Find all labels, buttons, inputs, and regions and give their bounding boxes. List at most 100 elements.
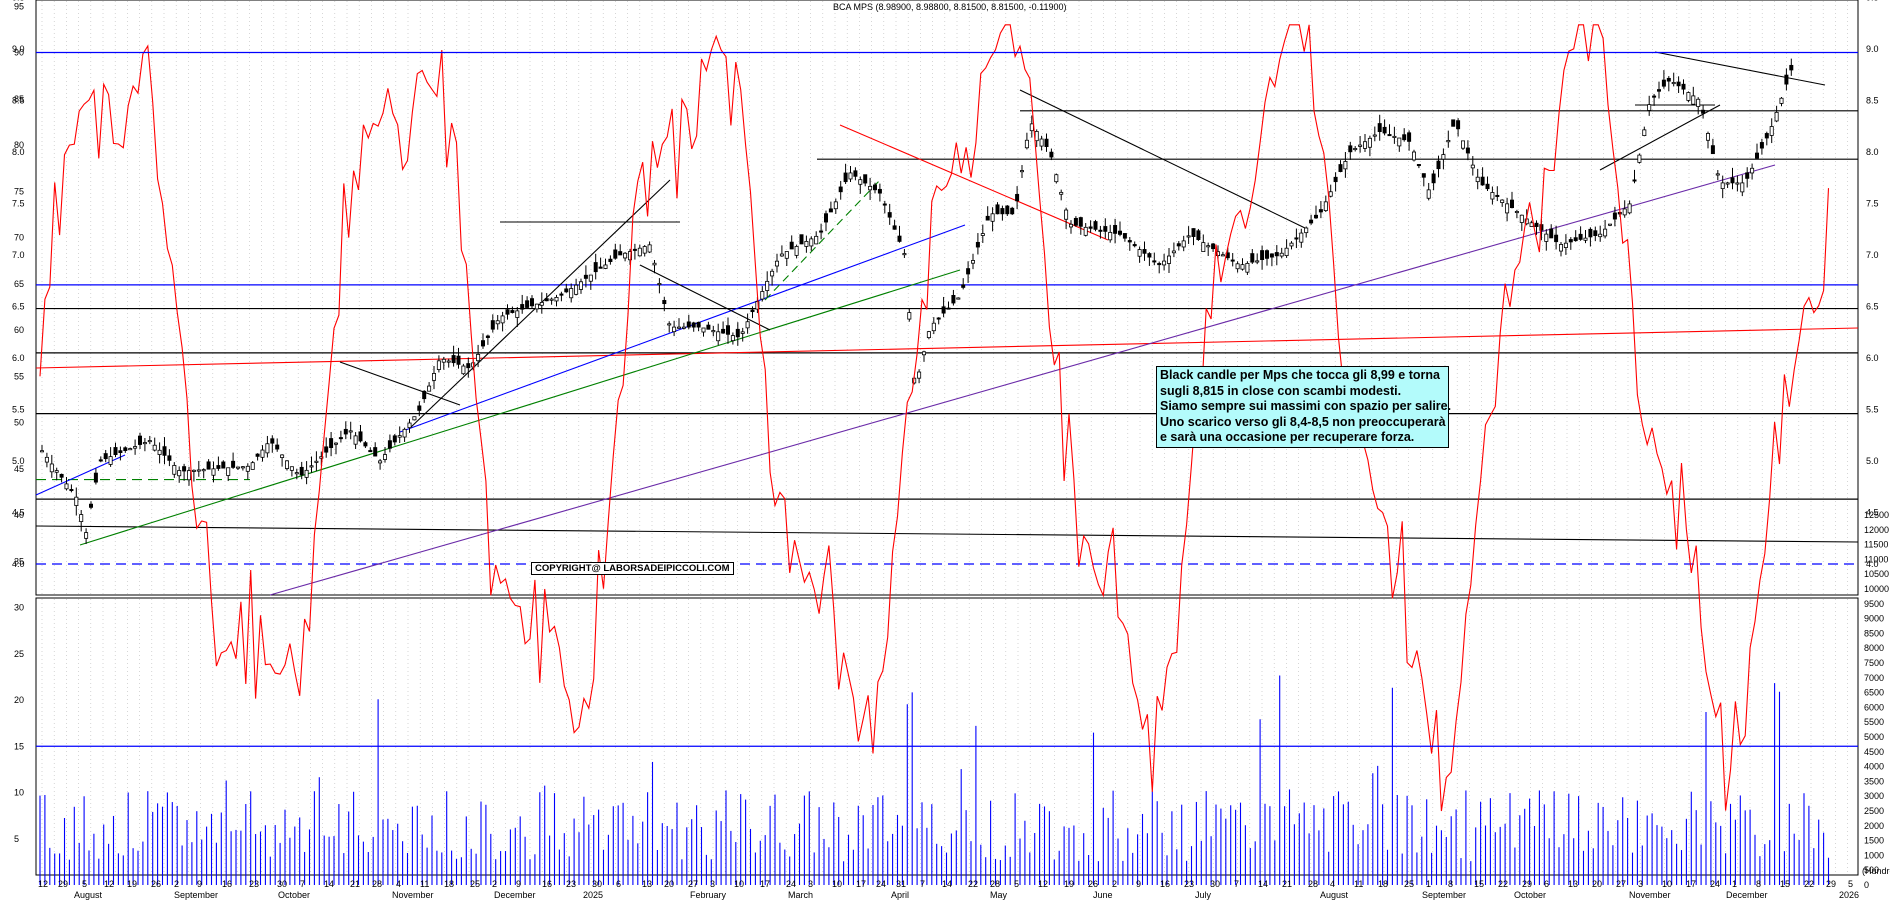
candle-body <box>275 444 280 450</box>
candle-body <box>1710 145 1715 155</box>
x-month-label: December <box>494 890 536 900</box>
x-axis: 12 29 5 12 19 26 2 9 16 23 30 7 14 21 28 4 11 18 25 2 9 16 23 3… <box>38 879 1859 900</box>
candle-body <box>206 461 211 470</box>
candle-body <box>466 363 471 369</box>
candle-body <box>480 340 485 347</box>
candle-body <box>716 331 721 342</box>
candle-body <box>387 440 392 449</box>
candle-body <box>1206 245 1211 248</box>
candle-body <box>1657 89 1662 92</box>
candle-body <box>54 470 59 473</box>
candle-body <box>245 465 250 472</box>
candle-body <box>1554 234 1559 243</box>
candle-body <box>1093 221 1098 230</box>
x-day-label: 14 <box>942 879 952 889</box>
x-day-label: 22 <box>968 879 978 889</box>
candle-body <box>177 470 182 477</box>
candle-body <box>1029 123 1034 132</box>
candle-body <box>887 212 892 218</box>
volume-tick-label: 3000 <box>1864 791 1884 801</box>
candle-body <box>946 307 951 310</box>
x-month-label: September <box>1422 890 1466 900</box>
candle-body <box>191 469 196 472</box>
candle-body <box>1750 167 1755 174</box>
candle-body <box>853 170 858 177</box>
candle-body <box>515 310 520 318</box>
candle-body <box>1211 243 1216 250</box>
trendline <box>79 269 961 546</box>
candle-body <box>1299 232 1304 243</box>
oscillator-tick-label: 20 <box>14 695 24 705</box>
price-tick-label: 9.5 <box>1866 0 1879 3</box>
x-day-label: 25 <box>1404 879 1414 889</box>
x-day-label: 23 <box>566 879 576 889</box>
candle-body <box>824 213 829 223</box>
candle-body <box>652 262 657 266</box>
x-day-label: 10 <box>832 879 842 889</box>
volume-tick-label: 9500 <box>1864 599 1884 609</box>
candle-body <box>1676 81 1681 87</box>
candle-body <box>1142 249 1147 254</box>
annotation-line: Uno scarico verso gli 8,4-8,5 non preocc… <box>1160 414 1446 429</box>
candle-body <box>1171 250 1176 254</box>
x-day-label: 16 <box>542 879 552 889</box>
candle-body <box>40 450 45 453</box>
candle-body <box>314 460 319 463</box>
candle-body <box>1426 189 1431 199</box>
candle-body <box>1015 194 1020 202</box>
volume-tick-label: 10000 <box>1864 584 1889 594</box>
price-tick-label: 4.5 <box>1866 508 1879 518</box>
x-day-label: 30 <box>592 879 602 889</box>
candle-body <box>1245 262 1250 273</box>
candle-body <box>1000 208 1005 215</box>
oscillator-ticks: 5101520253035404550556065707580859095050… <box>14 1 1889 890</box>
x-month-label: 2026 <box>1839 890 1859 900</box>
candle-body <box>1039 138 1044 147</box>
price-tick-label: 5.5 <box>12 405 25 415</box>
x-day-label: 10 <box>1662 879 1672 889</box>
candle-body <box>108 456 113 465</box>
candle-body <box>333 442 338 445</box>
candle-body <box>608 258 613 262</box>
candle-body <box>980 233 985 236</box>
candle-body <box>1314 214 1319 219</box>
candle-body <box>402 428 407 438</box>
candle-body <box>1603 228 1608 237</box>
candle-body <box>1191 228 1196 237</box>
candle-body <box>1534 222 1539 227</box>
candle-body <box>1201 242 1206 253</box>
x-day-label: 24 <box>876 879 886 889</box>
candle-body <box>657 283 662 286</box>
oscillator-tick-label: 25 <box>14 649 24 659</box>
candle-body <box>1578 233 1583 240</box>
candle-body <box>1113 225 1118 234</box>
x-day-label: 5 <box>82 879 87 889</box>
candle-body <box>1372 134 1377 137</box>
x-day-label: 11 <box>1354 879 1363 889</box>
price-tick-label: 5.5 <box>1866 405 1879 415</box>
x-day-label: 7 <box>920 879 925 889</box>
candle-body <box>216 465 221 469</box>
candle-body <box>431 373 436 381</box>
x-day-label: 24 <box>1710 879 1720 889</box>
volume-unit-label: (Hundreds) <box>1862 866 1890 876</box>
candle-body <box>525 300 530 308</box>
x-day-label: 28 <box>990 879 1000 889</box>
annotation-line: Black candle per Mps che tocca gli 8,99 … <box>1160 368 1440 382</box>
candle-body <box>897 235 902 242</box>
candle-body <box>681 326 686 329</box>
candle-body <box>1666 77 1671 82</box>
x-day-label: 17 <box>1686 879 1696 889</box>
candle-body <box>819 230 824 233</box>
candle-body <box>706 324 711 330</box>
candle-body <box>628 251 633 261</box>
oscillator-tick-label: 45 <box>14 464 24 474</box>
candle-body <box>196 469 201 472</box>
candle-body <box>1064 209 1069 220</box>
candle-body <box>1294 237 1299 240</box>
candle-body <box>1363 141 1368 149</box>
oscillator-tick-label: 80 <box>14 140 24 150</box>
candle-body <box>250 462 255 470</box>
candle-body <box>1024 139 1029 149</box>
trendline <box>35 327 1859 369</box>
